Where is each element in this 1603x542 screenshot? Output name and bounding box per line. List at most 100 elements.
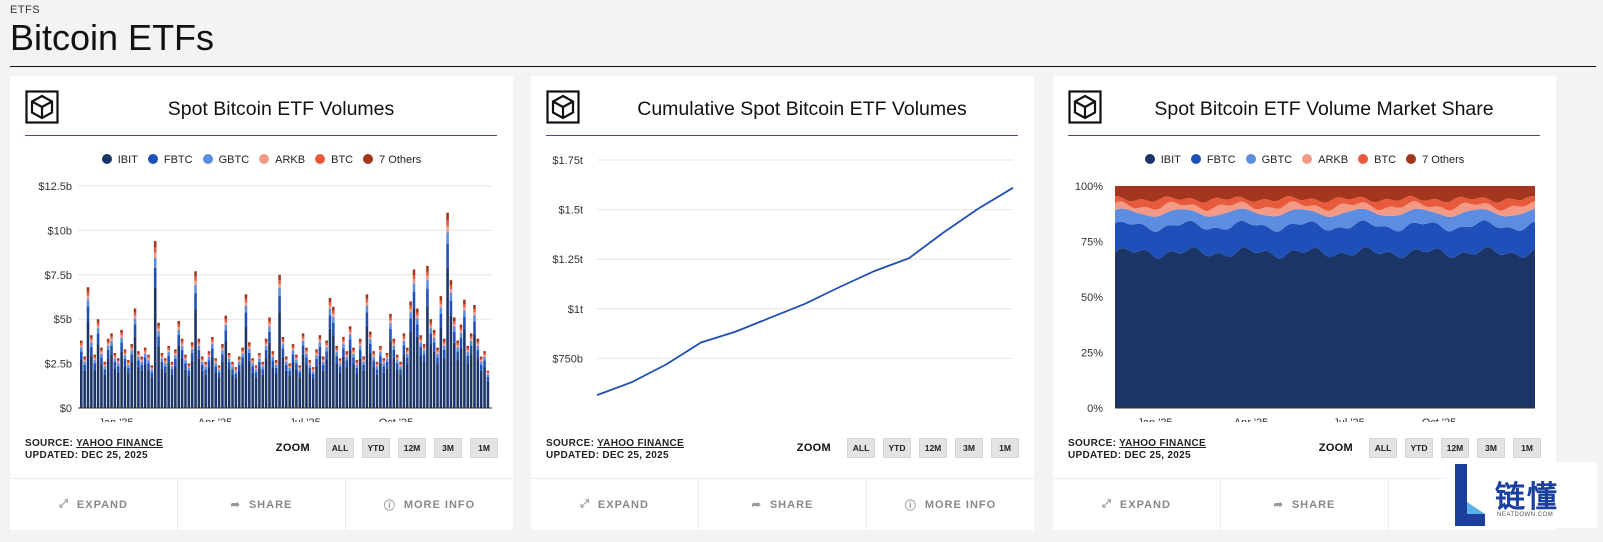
bar-segment (385, 368, 389, 408)
bar-segment (416, 324, 419, 337)
bar-segment (385, 358, 389, 362)
bar-segment (325, 345, 328, 348)
legend-item-7-others[interactable]: 7 Others (1406, 154, 1464, 166)
zoom-1m-button[interactable]: 1M (991, 438, 1019, 458)
bar-segment (399, 365, 402, 367)
bar-segment (153, 267, 157, 288)
bar-segment (170, 374, 174, 408)
bar-segment (281, 356, 285, 408)
expand-arrows-icon: ⤢ (1102, 498, 1112, 510)
bar-segment (355, 360, 359, 362)
legend-item-arkb[interactable]: ARKB (1302, 154, 1348, 166)
bar-segment (103, 363, 107, 366)
bar-segment (211, 344, 214, 349)
bar-segment (426, 275, 429, 281)
bar-segment (207, 355, 211, 357)
zoom-ytd-button[interactable]: YTD (362, 438, 390, 458)
share-arrow-icon: ➦ (751, 499, 762, 511)
zoom-3m-button[interactable]: 3M (1477, 438, 1505, 458)
zoom-12m-button[interactable]: 12M (398, 438, 426, 458)
bar-segment (432, 337, 436, 343)
legend-item-fbtc[interactable]: FBTC (1190, 154, 1236, 166)
breadcrumb[interactable]: ETFS (10, 4, 41, 16)
bar-segment (153, 257, 157, 268)
bar-segment (409, 312, 412, 319)
legend-item-ibit[interactable]: IBIT (1144, 154, 1181, 166)
bar-segment (110, 336, 113, 339)
more-info-button[interactable]: ⓘ MORE INFO (346, 479, 513, 530)
expand-button[interactable]: ⤢ EXPAND (531, 479, 699, 530)
bar-segment (180, 341, 184, 344)
zoom-12m-button[interactable]: 12M (919, 438, 947, 458)
zoom-1m-button[interactable]: 1M (1513, 438, 1541, 458)
bar-segment (469, 336, 473, 339)
bar-segment (120, 335, 123, 338)
chart-legend: IBIT FBTC GBTC ARKB BTC 7 Others (10, 154, 513, 166)
bar-segment (288, 366, 291, 369)
bar-segment (382, 360, 386, 362)
more-info-label: MORE INFO (403, 498, 476, 511)
legend-item-ibit[interactable]: IBIT (101, 154, 138, 166)
card-market-share: Spot Bitcoin ETF Volume Market Share IBI… (1053, 76, 1556, 530)
bar-segment (295, 363, 298, 370)
zoom-all-button[interactable]: ALL (1369, 438, 1397, 458)
zoom-all-button[interactable]: ALL (326, 438, 354, 458)
legend-label: FBTC (163, 154, 193, 166)
zoom-ytd-button[interactable]: YTD (883, 438, 911, 458)
bar-segment (194, 309, 197, 408)
bar-segment (86, 306, 90, 322)
share-button[interactable]: ➦ SHARE (178, 479, 346, 530)
bar-segment (204, 374, 207, 408)
bar-segment (214, 366, 217, 373)
legend-item-gbtc[interactable]: GBTC (1245, 154, 1292, 166)
bar-segment (432, 342, 436, 352)
bar-segment (453, 321, 456, 324)
zoom-12m-button[interactable]: 12M (1441, 438, 1469, 458)
bar-segment (100, 364, 103, 408)
expand-label: EXPAND (76, 498, 128, 511)
zoom-all-button[interactable]: ALL (847, 438, 875, 458)
expand-arrows-icon: ⤢ (580, 498, 590, 510)
bar-segment (86, 299, 90, 307)
legend-item-gbtc[interactable]: GBTC (202, 154, 249, 166)
bar-segment (395, 354, 399, 357)
bar-segment (184, 358, 187, 361)
bar-segment (332, 335, 335, 408)
bar-segment (197, 345, 201, 350)
expand-button[interactable]: ⤢ EXPAND (10, 479, 178, 530)
bar-segment (469, 354, 473, 408)
share-button[interactable]: ➦ SHARE (1221, 479, 1389, 530)
bar-segment (298, 367, 302, 369)
bar-segment (285, 358, 288, 361)
bar-segment (442, 343, 446, 346)
zoom-3m-button[interactable]: 3M (955, 438, 983, 458)
more-info-button[interactable]: ⓘ MORE INFO (867, 479, 1034, 530)
bar-segment (150, 369, 154, 373)
bar-segment (369, 336, 372, 340)
zoom-1m-button[interactable]: 1M (470, 438, 498, 458)
bar-segment (133, 312, 137, 316)
share-button[interactable]: ➦ SHARE (699, 479, 867, 530)
source-link[interactable]: YAHOO FINANCE (597, 438, 684, 449)
bar-segment (426, 280, 429, 289)
bar-segment (419, 340, 422, 343)
market-share-area-chart: 0% 25% 50% 75% 100% Jan '25 Apr '25 Jul '25 Oct … (1075, 181, 1535, 422)
legend-item-btc[interactable]: BTC (315, 154, 353, 166)
bar-segment (318, 340, 322, 343)
expand-button[interactable]: ⤢ EXPAND (1053, 479, 1221, 530)
zoom-3m-button[interactable]: 3M (434, 438, 462, 458)
bar-segment (278, 288, 281, 297)
bar-segment (308, 361, 312, 364)
bar-segment (177, 320, 181, 325)
source-link[interactable]: YAHOO FINANCE (76, 438, 163, 449)
legend-item-fbtc[interactable]: FBTC (147, 154, 193, 166)
legend-item-arkb[interactable]: ARKB (259, 154, 305, 166)
zoom-ytd-button[interactable]: YTD (1405, 438, 1433, 458)
bar-segment (130, 344, 133, 347)
bar-segment (409, 308, 412, 313)
source-link[interactable]: YAHOO FINANCE (1119, 438, 1206, 449)
bar-segment (473, 312, 476, 316)
legend-item-btc[interactable]: BTC (1358, 154, 1396, 166)
legend-item-7-others[interactable]: 7 Others (363, 154, 421, 166)
bar-segment (486, 370, 490, 373)
